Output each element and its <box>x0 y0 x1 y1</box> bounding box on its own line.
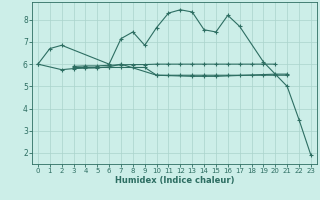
X-axis label: Humidex (Indice chaleur): Humidex (Indice chaleur) <box>115 176 234 185</box>
